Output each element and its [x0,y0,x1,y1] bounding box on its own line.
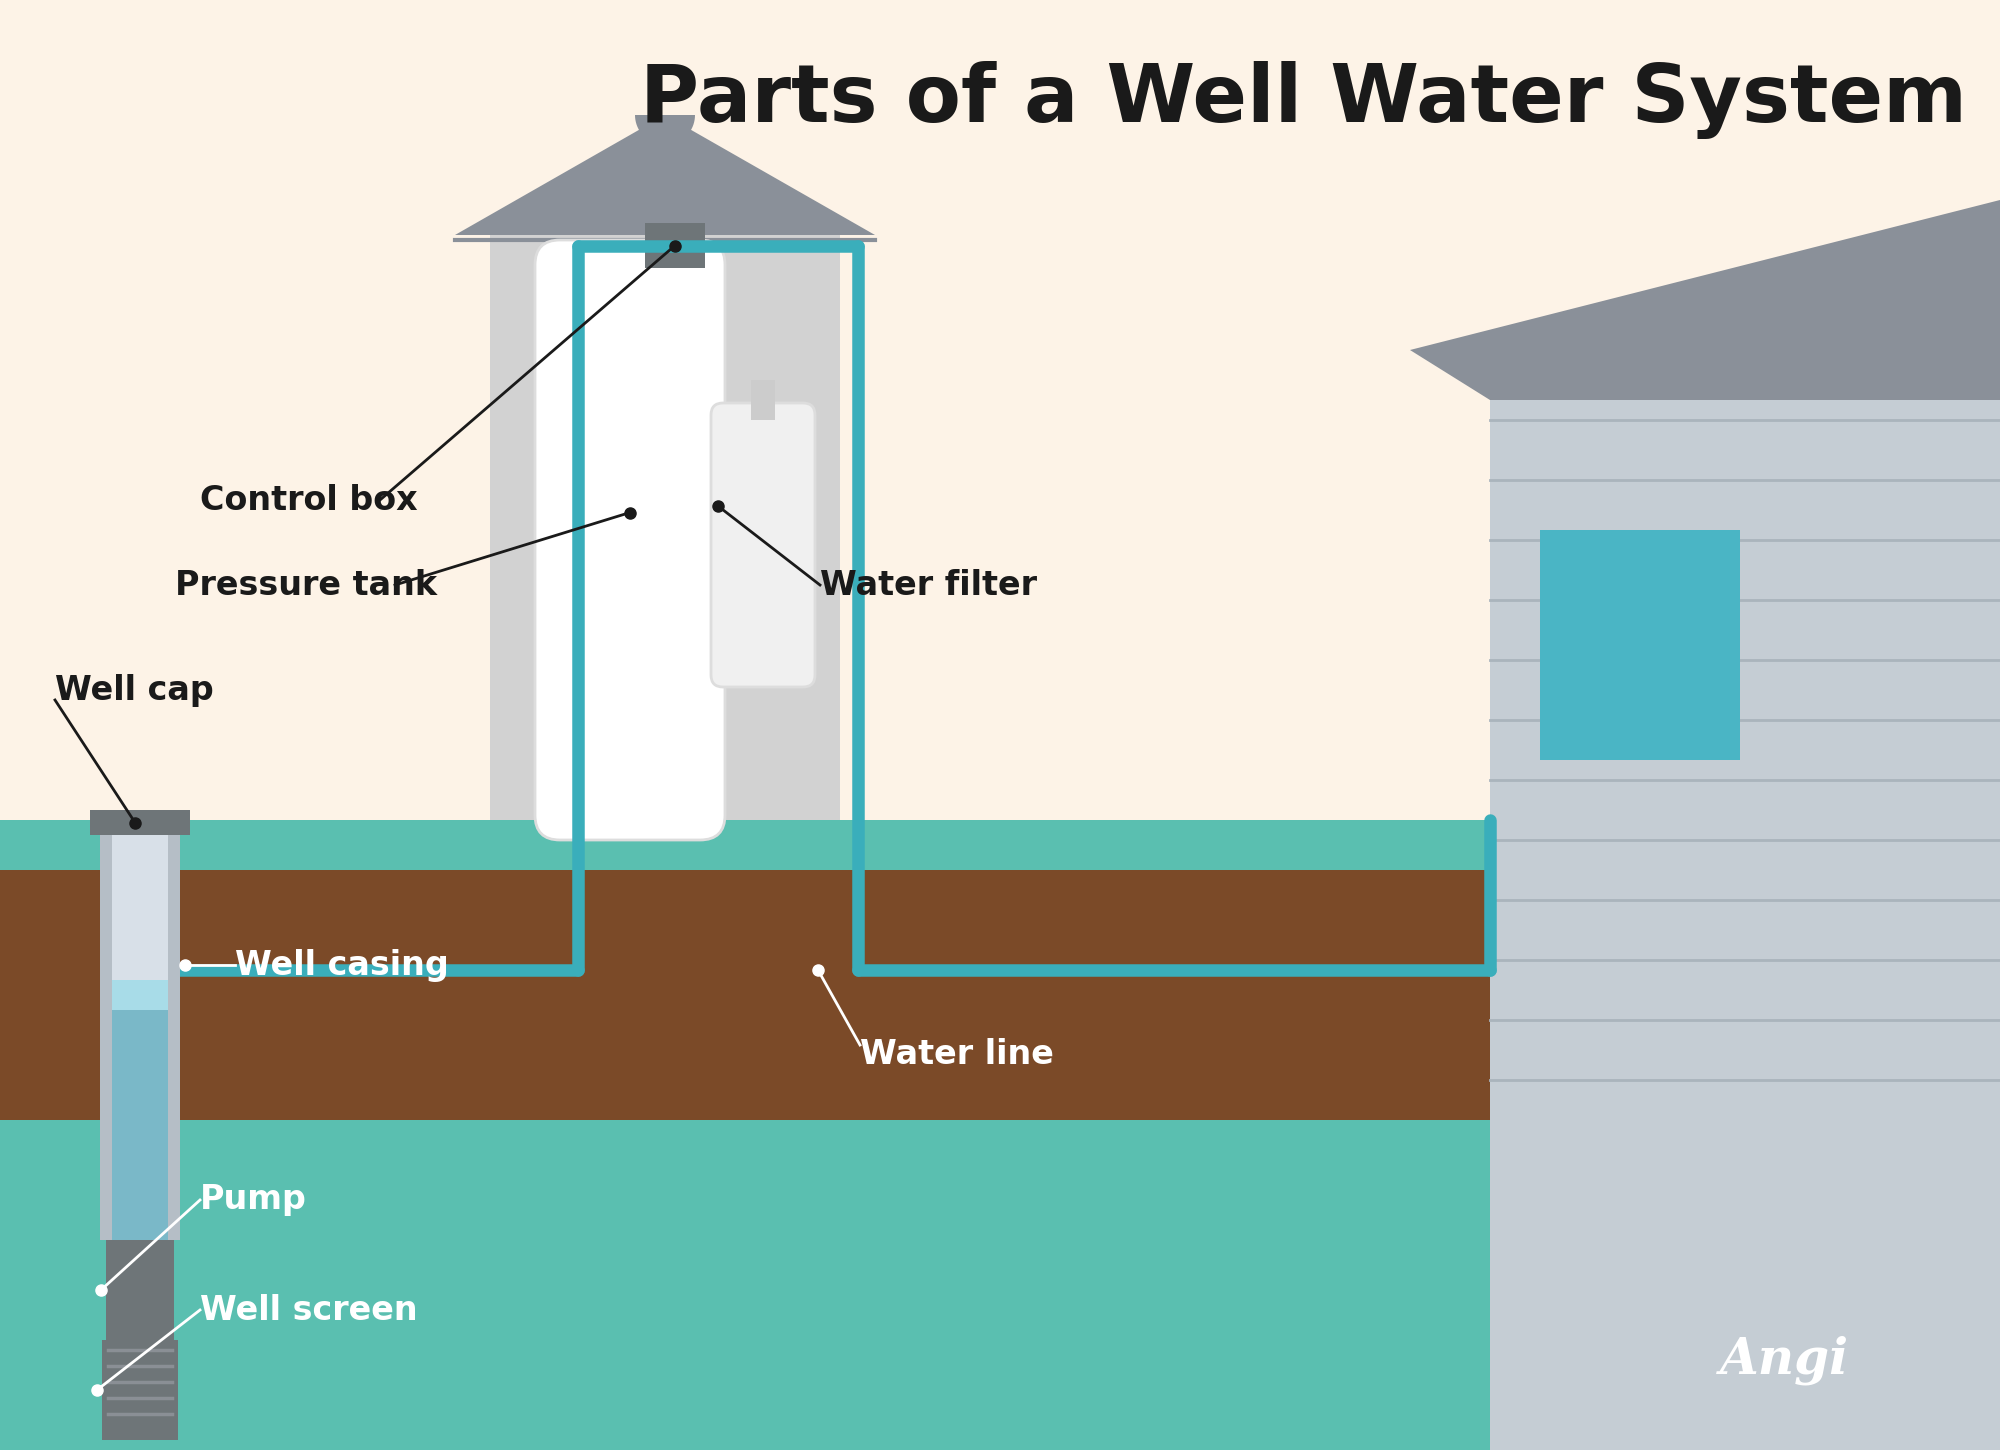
Text: Control box: Control box [200,483,418,516]
Bar [1490,400,2000,1450]
Text: Well cap: Well cap [56,673,214,706]
Bar [490,235,840,821]
Text: Angi: Angi [1720,1335,1850,1385]
FancyBboxPatch shape [536,241,724,840]
Text: Well casing: Well casing [236,948,448,982]
Bar [1540,531,1740,760]
Text: Water line: Water line [860,1038,1054,1072]
Bar [0,870,2000,1119]
Text: Pump: Pump [200,1183,306,1217]
Polygon shape [1410,200,2000,400]
Bar [112,980,168,1011]
Bar [112,835,168,980]
Text: Pressure tank: Pressure tank [176,568,436,602]
Text: Water filter: Water filter [820,568,1036,602]
Bar [100,835,180,1240]
Text: Well screen: Well screen [200,1293,418,1327]
Polygon shape [456,115,876,235]
Bar [644,223,704,268]
Bar [0,1119,2000,1450]
Bar [106,1240,174,1340]
Polygon shape [636,115,696,145]
Bar [90,811,190,835]
Bar [0,821,2000,870]
Bar [752,380,776,420]
FancyBboxPatch shape [712,403,816,687]
Text: Parts of a Well Water System: Parts of a Well Water System [640,61,1968,139]
Bar [112,980,168,1240]
Bar [102,1340,178,1440]
